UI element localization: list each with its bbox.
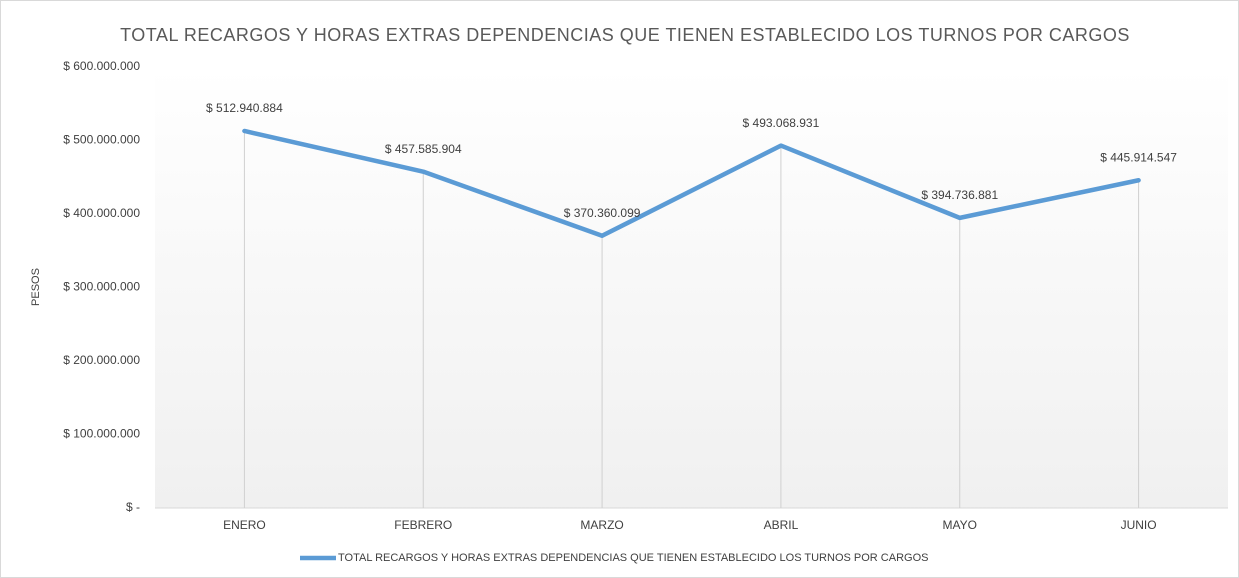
y-tick-label: $ 100.000.000 — [63, 427, 140, 441]
data-label: $ 457.585.904 — [385, 142, 462, 156]
y-tick-label: $ 600.000.000 — [63, 59, 140, 73]
y-tick-label: $ 200.000.000 — [63, 353, 140, 367]
data-label: $ 394.736.881 — [921, 188, 998, 202]
y-tick-label: $ 400.000.000 — [63, 206, 140, 220]
data-label: $ 445.914.547 — [1100, 150, 1177, 164]
data-label: $ 370.360.099 — [564, 206, 641, 220]
x-tick-label: MARZO — [580, 518, 623, 532]
x-tick-label: JUNIO — [1121, 518, 1157, 532]
series-line — [242, 128, 1141, 239]
legend-label: TOTAL RECARGOS Y HORAS EXTRAS DEPENDENCI… — [338, 552, 928, 564]
y-tick-label: $ - — [126, 500, 140, 514]
x-tick-label: ENERO — [223, 518, 266, 532]
chart-title: TOTAL RECARGOS Y HORAS EXTRAS DEPENDENCI… — [120, 25, 1130, 45]
x-tick-label: MAYO — [943, 518, 977, 532]
plot-area — [155, 67, 1228, 508]
y-tick-label: $ 500.000.000 — [63, 133, 140, 147]
y-tick-label: $ 300.000.000 — [63, 280, 140, 294]
x-tick-label: FEBRERO — [394, 518, 452, 532]
data-label: $ 493.068.931 — [743, 116, 820, 130]
x-tick-label: ABRIL — [764, 518, 799, 532]
y-axis-label: PESOS — [30, 268, 42, 306]
data-label: $ 512.940.884 — [206, 101, 283, 115]
